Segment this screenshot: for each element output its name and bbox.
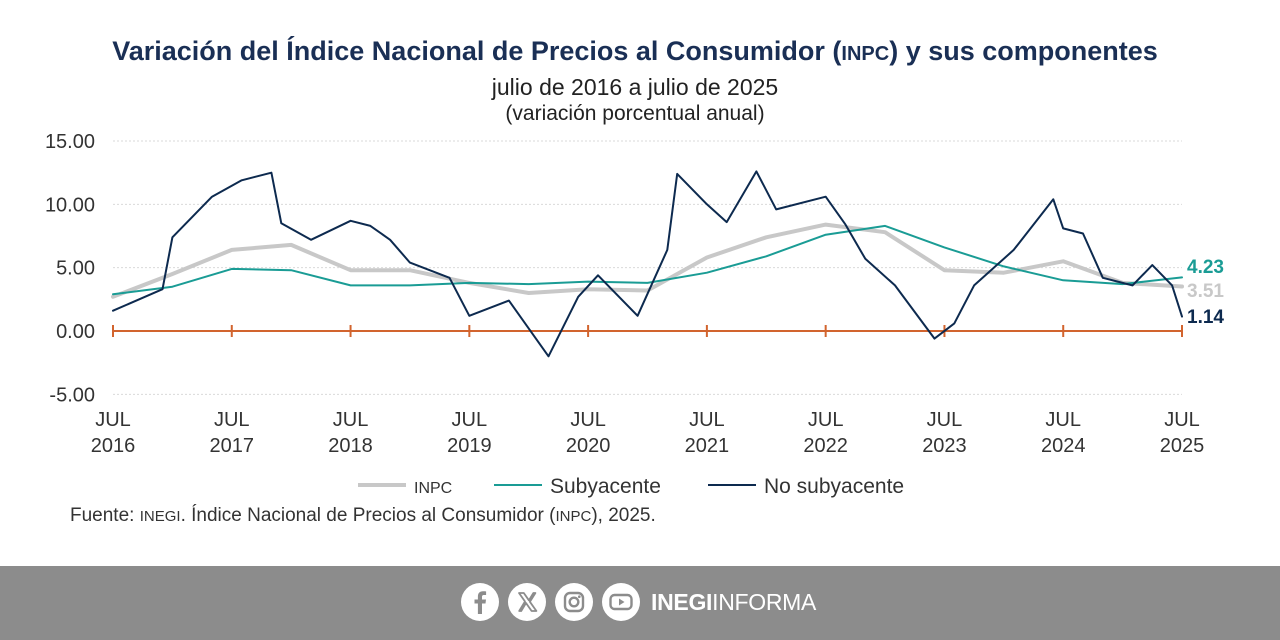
x-tick-label-month: JUL <box>95 409 131 431</box>
y-tick-label: 10.00 <box>45 194 95 216</box>
x-tick-label-month: JUL <box>333 409 369 431</box>
instagram-icon[interactable] <box>555 583 593 621</box>
source-note: Fuente: INEGI. Índice Nacional de Precio… <box>70 505 656 526</box>
x-tick-label-year: 2022 <box>803 435 848 457</box>
x-tick-label-year: 2020 <box>566 435 611 457</box>
y-tick-label: 0.00 <box>56 321 95 343</box>
x-tick-label-year: 2021 <box>685 435 730 457</box>
x-tick-label-month: JUL <box>689 409 725 431</box>
x-tick-label-month: JUL <box>927 409 963 431</box>
x-tick-label-year: 2019 <box>447 435 492 457</box>
footer-bar <box>0 566 1280 640</box>
end-label-subyacente: 4.23 <box>1187 257 1224 278</box>
x-tick-label-year: 2023 <box>922 435 967 457</box>
series-line-subyacente <box>112 224 1183 296</box>
x-tick-label-month: JUL <box>452 409 488 431</box>
youtube-icon[interactable] <box>602 583 640 621</box>
x-tick-label-month: JUL <box>808 409 844 431</box>
x-tick-label-year: 2016 <box>91 435 136 457</box>
x-tick-label-year: 2017 <box>210 435 255 457</box>
end-label-inpc: 3.51 <box>1187 281 1224 302</box>
x-tick-label-year: 2018 <box>328 435 373 457</box>
brand-wordmark: INEGIINFORMA <box>651 589 817 615</box>
x-tick-label-year: 2025 <box>1160 435 1205 457</box>
y-tick-label: -5.00 <box>49 384 95 406</box>
x-tick-label-month: JUL <box>570 409 606 431</box>
series-line-no-subyacente <box>112 170 1183 358</box>
y-tick-label: 5.00 <box>56 258 95 280</box>
x-tick-label-month: JUL <box>214 409 250 431</box>
chart-subtitle: julio de 2016 a julio de 2025 <box>491 74 779 100</box>
end-label-no-subyacente: 1.14 <box>1187 307 1224 328</box>
legend-label: INPC <box>414 480 452 497</box>
y-tick-label: 15.00 <box>45 131 95 153</box>
legend-label: Subyacente <box>550 475 661 498</box>
x-icon[interactable] <box>508 583 546 621</box>
x-tick-label-month: JUL <box>1045 409 1081 431</box>
chart-title: Variación del Índice Nacional de Precios… <box>112 36 1158 66</box>
x-tick-label-year: 2024 <box>1041 435 1086 457</box>
x-tick-label-month: JUL <box>1164 409 1200 431</box>
line-chart: 15.0010.005.000.00-5.00JUL2016JUL2017JUL… <box>45 131 1224 498</box>
facebook-icon[interactable] <box>461 583 499 621</box>
series-line-inpc <box>111 222 1184 299</box>
chart-unit: (variación porcentual anual) <box>505 102 765 125</box>
legend-label: No subyacente <box>764 475 904 498</box>
